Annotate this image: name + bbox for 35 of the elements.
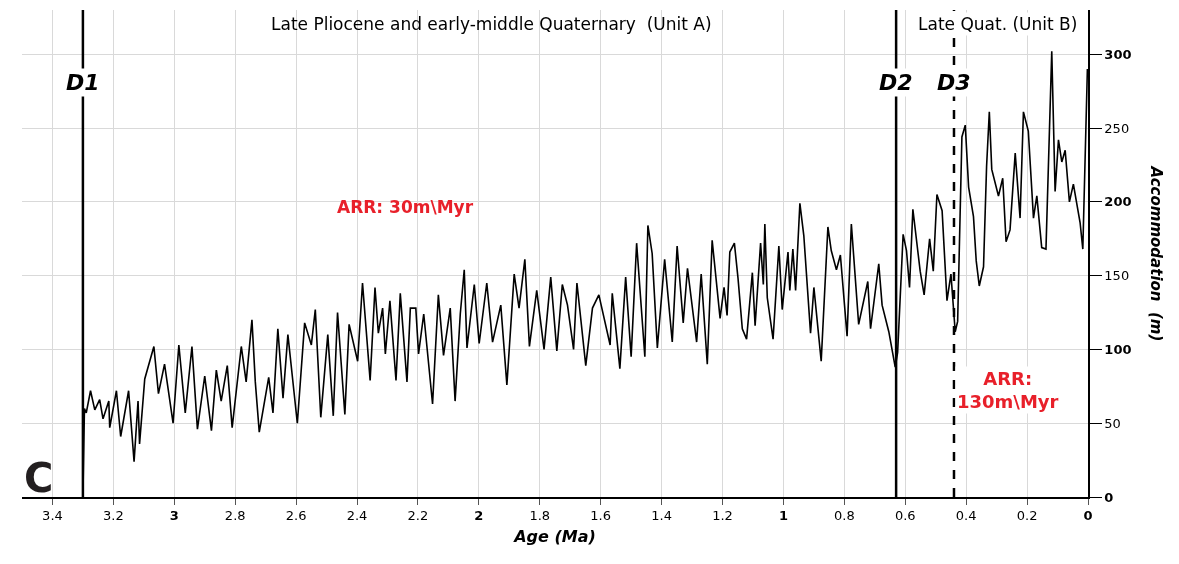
y-tick-label: 0 [1104, 489, 1114, 505]
annotation: ARR: 30m\Myr [337, 197, 474, 217]
x-tick-label: 1.2 [712, 508, 733, 524]
x-tick-label: 2.4 [346, 508, 368, 524]
x-tick-label: 2.8 [224, 508, 246, 524]
annotation: Late Quat. (Unit B) [918, 14, 1078, 34]
x-tick-label: 1.6 [590, 508, 612, 524]
x-tick-label: 2 [474, 508, 484, 524]
annotation: C [24, 455, 54, 501]
x-tick-label: 3 [169, 508, 179, 524]
y-tick-label: 50 [1104, 415, 1121, 431]
annotation: Late Pliocene and early-middle Quaternary (Unit A) [271, 14, 712, 34]
x-tick-label: 0.4 [955, 508, 977, 524]
x-tick-label: 0.8 [834, 508, 855, 524]
ref-line-label: D1 [66, 70, 100, 95]
annotation: ARR: 130m\Myr [957, 368, 1059, 413]
x-tick-label: 0.2 [1016, 508, 1038, 524]
y-tick-label: 300 [1104, 46, 1132, 62]
x-tick-label: 3.4 [42, 508, 63, 524]
y-tick-label: 200 [1104, 194, 1132, 210]
ref-line-label: D2 [879, 70, 913, 95]
x-axis-title: Age (Ma) [512, 526, 596, 546]
x-tick-label: 1.8 [529, 508, 551, 524]
ref-line-label: D3 [937, 70, 971, 95]
x-tick-label: 3.2 [103, 508, 124, 524]
x-tick-label: 0.6 [894, 508, 916, 524]
x-tick-label: 2.6 [285, 508, 307, 524]
x-tick-label: 1 [778, 508, 788, 524]
x-tick-label: 0 [1083, 508, 1093, 524]
y-axis-title: Accommodation (m) [1147, 165, 1166, 342]
x-tick-label: 2.2 [407, 508, 429, 524]
y-tick-label: 150 [1104, 268, 1130, 284]
y-tick-label: 100 [1104, 341, 1132, 357]
y-tick-label: 250 [1104, 120, 1130, 136]
x-tick-label: 1.4 [651, 508, 672, 524]
